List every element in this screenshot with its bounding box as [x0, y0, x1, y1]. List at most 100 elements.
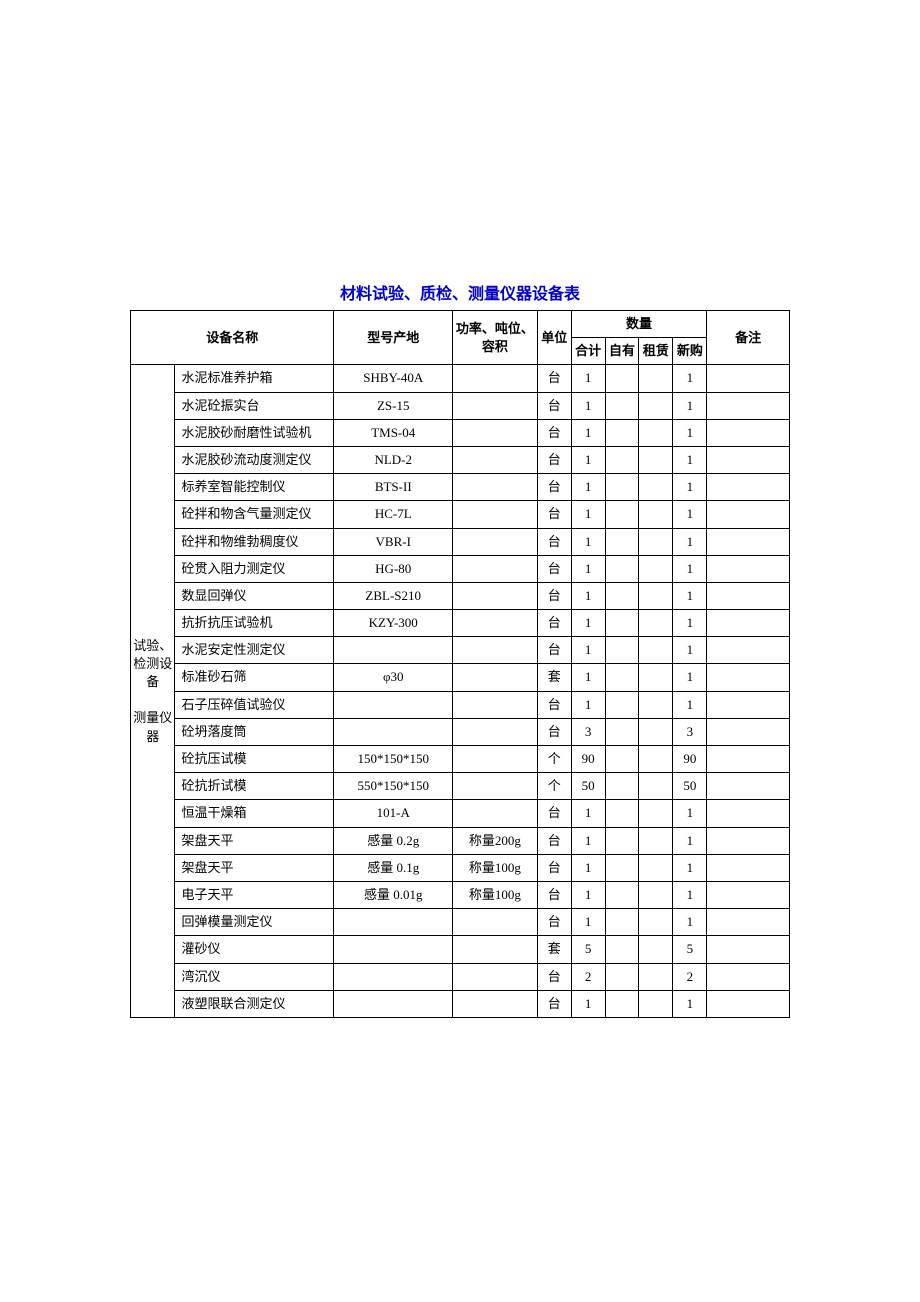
cell-own [605, 746, 639, 773]
cell-rent [639, 990, 673, 1017]
cell-name: 灌砂仪 [175, 936, 334, 963]
document-title: 材料试验、质检、测量仪器设备表 [130, 280, 790, 304]
cell-name: 水泥标准养护箱 [175, 365, 334, 392]
cell-spec: 称量100g [453, 854, 538, 881]
cell-new: 1 [673, 446, 707, 473]
table-row: 液塑限联合测定仪台11 [131, 990, 790, 1017]
cell-note [707, 637, 790, 664]
cell-note [707, 909, 790, 936]
cell-total: 1 [571, 528, 605, 555]
cell-total: 1 [571, 664, 605, 691]
cell-name: 标养室智能控制仪 [175, 474, 334, 501]
cell-unit: 个 [537, 773, 571, 800]
cell-total: 1 [571, 990, 605, 1017]
table-row: 数显回弹仪ZBL-S210台11 [131, 582, 790, 609]
cell-unit: 台 [537, 854, 571, 881]
cell-model: 150*150*150 [334, 746, 453, 773]
cell-spec [453, 990, 538, 1017]
cell-total: 1 [571, 582, 605, 609]
cell-rent [639, 474, 673, 501]
table-header: 设备名称 型号产地 功率、吨位、容积 单位 数量 备注 合计 自有 租赁 新购 [131, 311, 790, 365]
cell-rent [639, 881, 673, 908]
cell-total: 1 [571, 392, 605, 419]
table-row: 水泥砼振实台ZS-15台11 [131, 392, 790, 419]
cell-note [707, 582, 790, 609]
cell-total: 1 [571, 501, 605, 528]
col-qty-new: 新购 [673, 338, 707, 365]
table-row: 抗折抗压试验机KZY-300台11 [131, 610, 790, 637]
cell-new: 1 [673, 474, 707, 501]
cell-model: 感量 0.2g [334, 827, 453, 854]
cell-rent [639, 664, 673, 691]
col-spec: 功率、吨位、容积 [453, 311, 538, 365]
cell-rent [639, 963, 673, 990]
cell-spec [453, 963, 538, 990]
cell-unit: 台 [537, 501, 571, 528]
col-qty-own: 自有 [605, 338, 639, 365]
cell-total: 2 [571, 963, 605, 990]
cell-model: HG-80 [334, 555, 453, 582]
cell-own [605, 909, 639, 936]
cell-total: 1 [571, 909, 605, 936]
table-body: 试验、检测设备 测量仪器水泥标准养护箱SHBY-40A台11水泥砼振实台ZS-1… [131, 365, 790, 1018]
table-row: 灌砂仪套55 [131, 936, 790, 963]
cell-rent [639, 827, 673, 854]
cell-name: 砼坍落度筒 [175, 718, 334, 745]
table-row: 水泥安定性测定仪台11 [131, 637, 790, 664]
cell-rent [639, 854, 673, 881]
cell-rent [639, 773, 673, 800]
col-qty-group: 数量 [571, 311, 707, 338]
cell-note [707, 610, 790, 637]
cell-model [334, 637, 453, 664]
cell-rent [639, 718, 673, 745]
cell-spec [453, 365, 538, 392]
cell-note [707, 990, 790, 1017]
cell-note [707, 773, 790, 800]
cell-own [605, 936, 639, 963]
cell-total: 3 [571, 718, 605, 745]
cell-rent [639, 582, 673, 609]
cell-spec [453, 664, 538, 691]
col-model: 型号产地 [334, 311, 453, 365]
cell-rent [639, 909, 673, 936]
cell-own [605, 637, 639, 664]
cell-note [707, 501, 790, 528]
cell-total: 1 [571, 827, 605, 854]
cell-own [605, 827, 639, 854]
cell-model: VBR-I [334, 528, 453, 555]
cell-new: 90 [673, 746, 707, 773]
cell-rent [639, 936, 673, 963]
cell-unit: 台 [537, 691, 571, 718]
cell-note [707, 881, 790, 908]
cell-rent [639, 637, 673, 664]
cell-model: TMS-04 [334, 419, 453, 446]
cell-own [605, 990, 639, 1017]
cell-unit: 台 [537, 365, 571, 392]
cell-name: 电子天平 [175, 881, 334, 908]
cell-note [707, 365, 790, 392]
cell-new: 1 [673, 528, 707, 555]
table-row: 电子天平感量 0.01g称量100g台11 [131, 881, 790, 908]
cell-name: 湾沉仪 [175, 963, 334, 990]
cell-new: 1 [673, 555, 707, 582]
cell-own [605, 528, 639, 555]
cell-name: 水泥胶砂耐磨性试验机 [175, 419, 334, 446]
cell-unit: 台 [537, 990, 571, 1017]
cell-note [707, 392, 790, 419]
cell-new: 3 [673, 718, 707, 745]
cell-rent [639, 392, 673, 419]
cell-new: 1 [673, 419, 707, 446]
cell-new: 1 [673, 800, 707, 827]
cell-model: 101-A [334, 800, 453, 827]
cell-total: 1 [571, 555, 605, 582]
cell-name: 架盘天平 [175, 854, 334, 881]
cell-new: 1 [673, 664, 707, 691]
table-row: 水泥胶砂耐磨性试验机TMS-04台11 [131, 419, 790, 446]
col-unit: 单位 [537, 311, 571, 365]
cell-unit: 台 [537, 446, 571, 473]
cell-rent [639, 419, 673, 446]
cell-model [334, 990, 453, 1017]
cell-unit: 台 [537, 800, 571, 827]
cell-total: 1 [571, 610, 605, 637]
cell-own [605, 555, 639, 582]
